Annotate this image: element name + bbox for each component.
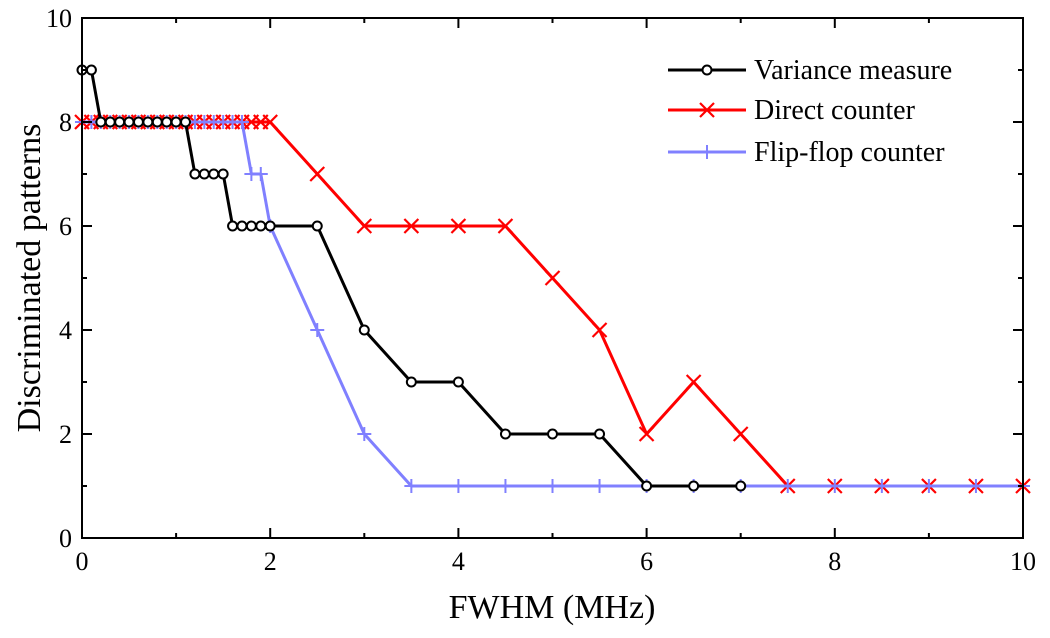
data-point-variance-measure — [641, 480, 653, 492]
legend-label-flip-flop-counter: Flip-flop counter — [754, 137, 945, 168]
data-point-variance-measure — [311, 220, 323, 232]
legend-label-variance-measure: Variance measure — [754, 55, 952, 86]
x-axis-label: FWHM (MHz) — [449, 589, 656, 626]
legend-entry-variance-measure: Variance measure — [668, 55, 952, 86]
data-point-direct-counter — [732, 426, 749, 442]
legend-entry-direct-counter: Direct counter — [668, 95, 916, 126]
data-point-flip-flop-counter — [498, 479, 513, 493]
data-point-direct-counter — [309, 166, 326, 182]
data-point-variance-measure — [104, 116, 116, 128]
data-point-variance-measure — [208, 168, 220, 180]
data-point-flip-flop-counter — [253, 167, 268, 181]
data-point-variance-measure — [95, 116, 107, 128]
data-point-direct-counter — [544, 270, 561, 286]
data-point-direct-counter — [450, 218, 467, 234]
data-point-variance-measure — [236, 220, 248, 232]
data-point-variance-measure — [123, 116, 135, 128]
data-point-variance-measure — [405, 376, 417, 388]
data-point-variance-measure — [227, 220, 239, 232]
data-point-flip-flop-counter — [780, 479, 795, 493]
series-layer — [74, 64, 1031, 494]
data-point-variance-measure — [170, 116, 182, 128]
legend-entry-flip-flop-counter: Flip-flop counter — [668, 137, 945, 168]
data-point-variance-measure — [735, 480, 747, 492]
data-point-flip-flop-counter — [404, 479, 419, 493]
data-point-variance-measure — [594, 428, 606, 440]
legend-label-direct-counter: Direct counter — [754, 95, 916, 126]
data-point-variance-measure — [161, 116, 173, 128]
legend-marker-shape-direct-counter — [699, 102, 715, 118]
ticks-layer: 0 2 4 6 8 10 0 2 4 6 8 10 — [46, 4, 1036, 576]
data-point-direct-counter — [591, 322, 608, 338]
data-point-flip-flop-counter — [874, 479, 889, 493]
data-point-flip-flop-counter — [968, 479, 983, 493]
data-point-flip-flop-counter — [592, 479, 607, 493]
x-tick-label: 4 — [452, 547, 465, 576]
data-point-variance-measure — [217, 168, 229, 180]
x-tick-label: 0 — [76, 547, 89, 576]
y-tick-label: 10 — [46, 4, 72, 33]
data-point-flip-flop-counter — [310, 323, 325, 337]
data-point-flip-flop-counter — [234, 115, 249, 129]
data-point-variance-measure — [85, 64, 97, 76]
legend-marker-direct-counter — [699, 102, 715, 118]
x-tick-label: 2 — [264, 547, 277, 576]
data-point-flip-flop-counter — [921, 479, 936, 493]
x-tick-label: 6 — [640, 547, 653, 576]
data-point-flip-flop-counter — [827, 479, 842, 493]
y-tick-label: 0 — [59, 524, 72, 553]
data-point-variance-measure — [180, 116, 192, 128]
y-tick-label: 6 — [59, 212, 72, 241]
legend: Variance measure Direct counter Flip-flo… — [668, 55, 952, 168]
data-point-variance-measure — [151, 116, 163, 128]
legend-marker-shape-variance-measure — [701, 64, 713, 76]
data-point-variance-measure — [142, 116, 154, 128]
data-point-variance-measure — [132, 116, 144, 128]
data-point-direct-counter — [403, 218, 420, 234]
data-point-variance-measure — [452, 376, 464, 388]
y-tick-label: 4 — [59, 316, 72, 345]
data-point-variance-measure — [245, 220, 257, 232]
data-point-direct-counter — [497, 218, 514, 234]
data-point-direct-counter — [262, 114, 278, 130]
y-axis-label: Discriminated patterns — [11, 124, 48, 433]
x-tick-label: 10 — [1010, 547, 1036, 576]
data-point-variance-measure — [198, 168, 210, 180]
legend-marker-flip-flop-counter — [700, 145, 714, 159]
data-point-variance-measure — [264, 220, 276, 232]
data-point-variance-measure — [189, 168, 201, 180]
series-variance-measure — [76, 64, 747, 492]
data-point-variance-measure — [358, 324, 370, 336]
x-tick-label: 8 — [828, 547, 841, 576]
data-point-flip-flop-counter — [357, 427, 372, 441]
data-point-flip-flop-counter — [451, 479, 466, 493]
legend-marker-variance-measure — [701, 64, 713, 76]
y-tick-label: 2 — [59, 420, 72, 449]
data-point-variance-measure — [499, 428, 511, 440]
data-point-variance-measure — [114, 116, 126, 128]
y-tick-label: 8 — [59, 108, 72, 137]
data-point-direct-counter — [685, 374, 702, 390]
data-point-variance-measure — [255, 220, 267, 232]
data-point-direct-counter — [356, 218, 373, 234]
data-point-flip-flop-counter — [545, 479, 560, 493]
data-point-variance-measure — [547, 428, 558, 440]
data-point-direct-counter — [638, 426, 655, 442]
data-point-variance-measure — [688, 480, 700, 492]
legend-marker-shape-flip-flop-counter — [700, 145, 714, 159]
